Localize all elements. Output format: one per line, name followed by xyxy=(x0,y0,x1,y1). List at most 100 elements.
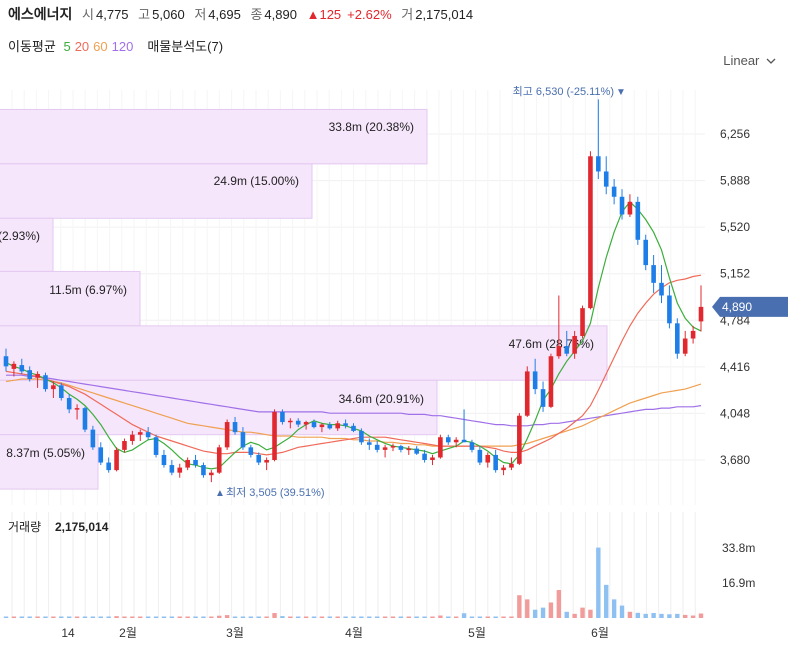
volume-tick-label: 33.8m xyxy=(722,541,755,555)
candle-body xyxy=(651,265,656,283)
ma120-label: 120 xyxy=(111,39,134,54)
candle-body xyxy=(177,467,183,473)
candle-body xyxy=(66,397,72,410)
candle-body xyxy=(698,306,704,322)
volume-bar xyxy=(327,616,333,618)
volume-bar xyxy=(51,616,56,618)
volume-bar xyxy=(422,616,427,618)
volume-bar xyxy=(217,615,222,618)
candle-body xyxy=(122,441,127,450)
ma-legend-title[interactable]: 이동평균 xyxy=(8,39,56,54)
candle-body xyxy=(43,375,48,390)
candle-body xyxy=(659,282,664,296)
time-tick-label: 4월 xyxy=(345,626,363,640)
volume-bar xyxy=(580,607,585,618)
volume-bar xyxy=(185,616,190,618)
candle-body xyxy=(51,385,56,390)
ma20-line xyxy=(5,274,702,456)
candle-body xyxy=(501,467,506,471)
candle-body xyxy=(509,463,514,468)
volume-bar xyxy=(461,613,467,618)
volume-bar xyxy=(564,611,569,618)
volume-bar xyxy=(280,616,285,618)
candle-body xyxy=(366,442,372,445)
candle-body xyxy=(548,356,554,407)
volume-profile-bar xyxy=(0,270,141,327)
candle-body xyxy=(453,439,459,443)
volume-label: 거 xyxy=(401,7,414,22)
candle-body xyxy=(359,430,364,443)
candle-body xyxy=(193,460,198,466)
volume-bar xyxy=(311,616,317,618)
change-value: 125 xyxy=(319,7,342,22)
volume-bar xyxy=(288,616,293,618)
candle-body xyxy=(374,444,380,450)
candle-body xyxy=(264,460,269,463)
candle-body xyxy=(517,415,522,464)
volume-bar xyxy=(367,616,372,618)
candle-body xyxy=(3,356,9,367)
candle-body xyxy=(90,429,96,448)
price-tick-label: 6,256 xyxy=(720,127,750,141)
volume-bar xyxy=(446,616,451,618)
ma60-line xyxy=(5,378,702,447)
volume-bar xyxy=(66,616,72,618)
volume-bar xyxy=(675,613,680,618)
volume-bar xyxy=(382,616,388,618)
candle-body xyxy=(58,385,64,398)
candle-body xyxy=(667,295,672,324)
volume-bar xyxy=(635,612,641,618)
volume-bar xyxy=(201,616,206,618)
volume-bar xyxy=(193,616,198,618)
volume-bar xyxy=(611,599,617,618)
volume-bar xyxy=(74,616,80,618)
time-tick-label: 14 xyxy=(61,626,75,640)
price-tick-label: 4,784 xyxy=(720,313,750,327)
ma60-label: 60 xyxy=(93,39,108,54)
candle-body xyxy=(11,363,17,369)
candle-body xyxy=(256,454,262,463)
volume-bar xyxy=(59,616,64,618)
volume-bar xyxy=(209,616,214,618)
close-label: 종 xyxy=(250,7,263,22)
volume-bar xyxy=(651,613,656,618)
time-tick-label: 6월 xyxy=(591,626,609,640)
candle-body xyxy=(137,432,143,435)
scale-mode-dropdown[interactable]: Linear xyxy=(723,53,776,68)
stock-name: 에스에너지 xyxy=(8,6,73,22)
open-value: 4,775 xyxy=(96,7,129,22)
candle-body xyxy=(311,422,317,428)
moving-averages xyxy=(5,200,702,470)
volume-bar xyxy=(90,616,96,618)
candle-body xyxy=(209,472,214,476)
ma-legend[interactable]: 이동평균 5 20 60 120 매물분석도(7) xyxy=(8,36,227,55)
price-tick-label: 5,888 xyxy=(720,174,750,188)
candle-body xyxy=(414,448,419,454)
candle-body xyxy=(596,156,601,172)
candle-body xyxy=(430,457,435,460)
min-marker-icon: ▲ xyxy=(215,488,225,499)
volume-bar xyxy=(619,605,625,618)
candle-body xyxy=(493,454,498,471)
volume-bar xyxy=(303,616,309,618)
time-tick-label: 2월 xyxy=(119,626,137,640)
volume-profile-label: 4.85m (2.93%) xyxy=(0,229,40,243)
volume-bar xyxy=(130,616,135,618)
volume-profile-toggle[interactable]: 매물분석도(7) xyxy=(147,39,224,54)
candle-body xyxy=(611,186,617,197)
candle-body xyxy=(406,448,412,451)
candle-body xyxy=(619,196,625,215)
ma20-label: 20 xyxy=(74,39,90,54)
volume-bar xyxy=(698,613,704,618)
volume-bar xyxy=(690,615,696,618)
candle-body xyxy=(169,465,175,473)
candle-body xyxy=(469,442,475,450)
candle-body xyxy=(272,411,277,460)
volume-bar xyxy=(145,616,151,618)
volume-profile-bar xyxy=(0,163,313,219)
volume-bar xyxy=(414,616,419,618)
volume-bar xyxy=(106,616,111,618)
candle-body xyxy=(185,460,190,468)
volume-bar xyxy=(122,616,127,618)
